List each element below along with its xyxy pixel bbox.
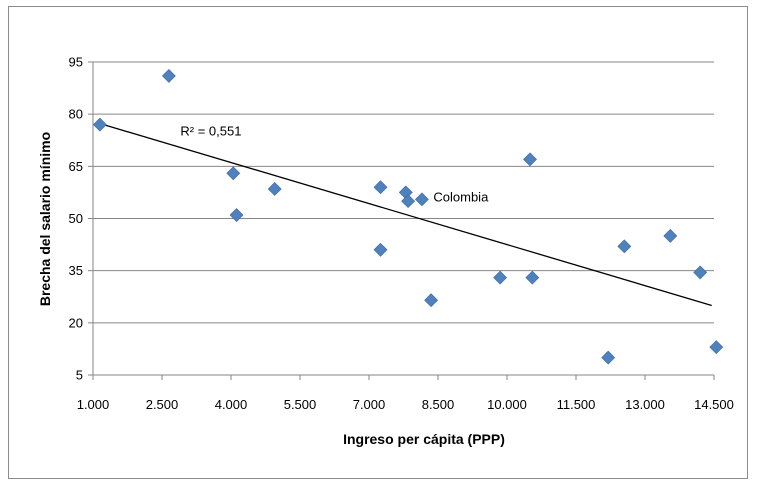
data-point	[373, 180, 388, 195]
x-tick-label: 4.000	[215, 397, 248, 412]
x-tick-label: 7.000	[353, 397, 386, 412]
x-tick-label: 11.500	[557, 397, 596, 412]
x-tick-labels: 1.000 2.500 4.000 5.500 7.000 8.500 10.000 11.5…	[77, 397, 734, 412]
x-tick-label: 8.500	[422, 397, 455, 412]
y-tick-label: 20	[69, 315, 83, 330]
y-tick-label: 5	[76, 368, 83, 383]
data-point	[92, 117, 107, 132]
y-tick-label: 80	[69, 107, 83, 122]
x-tick-label: 5.500	[284, 397, 317, 412]
data-points	[92, 68, 724, 365]
y-tick-label: 50	[69, 211, 83, 226]
x-tick-label: 13.000	[625, 397, 665, 412]
annotations: R² = 0,551 Colombia	[180, 124, 489, 205]
x-tick-label: 2.500	[146, 397, 179, 412]
data-point	[601, 350, 616, 365]
y-tick-label: 95	[69, 55, 83, 70]
data-point	[663, 228, 678, 243]
data-point	[617, 239, 632, 254]
data-point	[373, 242, 388, 257]
gridlines	[88, 61, 715, 380]
data-point	[161, 68, 176, 83]
x-tick-label: 1.000	[77, 397, 110, 412]
y-tick-labels: 5 20 35 50 65 80 95	[69, 55, 83, 383]
data-point	[414, 192, 429, 207]
annotation-label: R² = 0,551	[180, 124, 241, 139]
data-point	[226, 166, 241, 181]
y-tick-label: 35	[69, 263, 83, 278]
data-point	[229, 208, 244, 222]
x-axis-title: Ingreso per cápita (PPP)	[343, 431, 505, 447]
data-point	[523, 152, 537, 167]
data-point	[693, 265, 708, 280]
annotation-label: Colombia	[433, 190, 489, 205]
data-point	[267, 182, 282, 196]
x-tick-label: 10.000	[487, 397, 527, 412]
data-point	[709, 340, 724, 355]
data-point	[401, 194, 416, 209]
x-tick-label: 14.500	[694, 397, 734, 412]
data-point	[493, 270, 508, 285]
trendline-layer	[97, 122, 712, 307]
y-tick-label: 65	[69, 159, 83, 174]
data-point	[525, 270, 540, 285]
trendline	[97, 122, 712, 307]
y-axis-title: Brecha del salario mínimo	[37, 132, 53, 306]
data-point	[424, 293, 439, 308]
